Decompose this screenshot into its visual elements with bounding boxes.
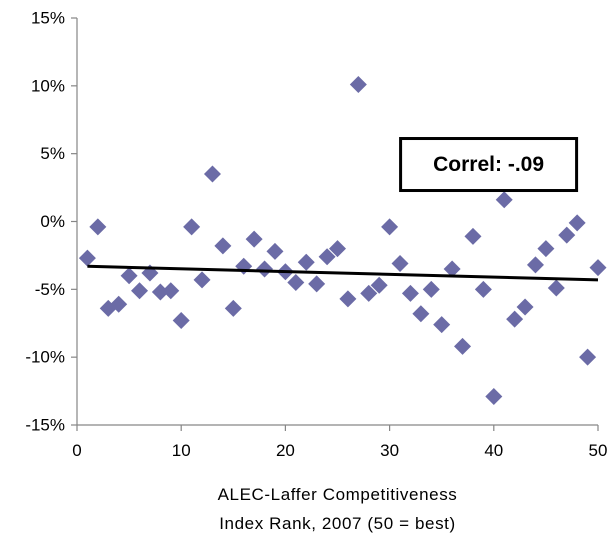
y-tick-label: 0%: [40, 212, 65, 231]
annotation-box: [399, 137, 579, 193]
data-point: [110, 295, 128, 313]
data-point: [454, 337, 472, 355]
annotation-text: Correl: -.09: [433, 153, 544, 176]
x-tick-label: 10: [172, 441, 191, 460]
data-point: [235, 257, 253, 275]
data-point: [412, 305, 430, 323]
data-point: [120, 267, 138, 285]
x-tick-label: 30: [380, 441, 399, 460]
data-point: [256, 260, 274, 278]
x-axis-title-line-1: ALEC-Laffer Competitiveness: [218, 485, 458, 504]
data-point: [162, 282, 180, 300]
y-tick-label: 10%: [31, 76, 65, 95]
correlation-annotation: Correl: -.09: [399, 137, 579, 193]
data-point: [381, 218, 399, 236]
data-point: [401, 284, 419, 302]
data-point: [516, 298, 534, 316]
data-point: [193, 271, 211, 289]
data-point: [464, 227, 482, 245]
data-point: [537, 240, 555, 258]
data-point: [443, 260, 461, 278]
data-point: [485, 388, 503, 406]
data-point: [266, 242, 284, 260]
data-point: [474, 280, 492, 298]
data-point: [89, 218, 107, 236]
data-point: [495, 191, 513, 209]
x-tick-label: 50: [589, 441, 608, 460]
data-point: [245, 230, 263, 248]
data-point: [214, 237, 232, 255]
data-point: [224, 299, 242, 317]
data-point: [391, 255, 409, 273]
data-point: [589, 259, 607, 277]
data-point: [349, 75, 367, 93]
data-point: [339, 290, 357, 308]
y-tick-label: 5%: [40, 144, 65, 163]
data-point: [287, 274, 305, 292]
data-point: [360, 284, 378, 302]
data-point: [433, 316, 451, 334]
data-point: [370, 276, 388, 294]
data-point: [547, 279, 565, 297]
data-point: [183, 218, 201, 236]
x-tick-label: 20: [276, 441, 295, 460]
data-point: [203, 165, 221, 183]
data-point: [506, 310, 524, 328]
data-point: [318, 248, 336, 266]
x-tick-label: 0: [72, 441, 81, 460]
axes: 15% 10% 5% 0% -5% -10% -15% 0 10 20 30 40 50: [25, 9, 607, 461]
x-axis-title-line-2: Index Rank, 2007 (50 = best): [219, 514, 456, 533]
y-tick-label: 15%: [31, 9, 65, 28]
data-point: [172, 312, 190, 330]
trendline: [87, 264, 599, 282]
y-tick-label: -5%: [35, 280, 65, 299]
data-point: [558, 226, 576, 244]
data-point: [151, 283, 169, 301]
data-point: [422, 280, 440, 298]
data-point: [297, 253, 315, 271]
x-axis-ticks: 0 10 20 30 40 50: [72, 425, 607, 460]
data-point: [308, 275, 326, 293]
data-point: [526, 256, 544, 274]
data-point: [329, 240, 346, 258]
data-point: [579, 348, 597, 366]
y-axis-ticks: 15% 10% 5% 0% -5% -10% -15%: [25, 9, 77, 435]
data-point: [131, 282, 149, 300]
data-point: [78, 249, 96, 267]
x-axis-title: ALEC-Laffer Competitiveness Index Rank, …: [218, 485, 458, 533]
y-tick-label: -10%: [25, 348, 65, 367]
x-tick-label: 40: [484, 441, 503, 460]
y-tick-label: -15%: [25, 416, 65, 435]
data-points: [78, 75, 607, 406]
data-point: [568, 214, 586, 232]
